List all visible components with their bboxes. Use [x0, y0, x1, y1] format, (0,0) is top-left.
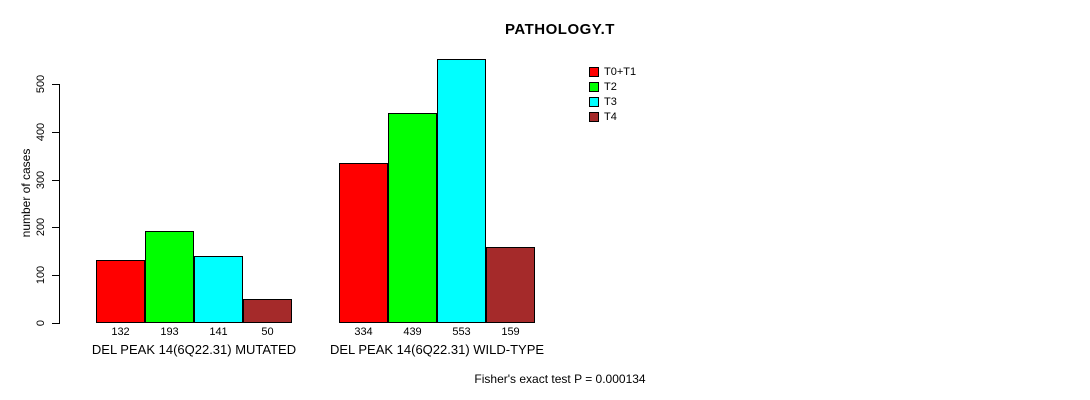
y-tick-mark — [52, 84, 59, 85]
legend-swatch-t3 — [589, 97, 599, 107]
bar-value-label: 553 — [452, 326, 471, 338]
y-tick-label: 0 — [35, 319, 47, 327]
y-tick-label: 400 — [35, 122, 47, 141]
bar-value-label: 141 — [209, 326, 228, 338]
group-label-group1: DEL PEAK 14(6Q22.31) MUTATED — [91, 342, 297, 357]
y-tick-label: 300 — [35, 170, 47, 189]
bar-value-label: 159 — [501, 326, 520, 338]
y-tick-label: 100 — [35, 266, 47, 285]
y-tick-mark — [52, 323, 59, 324]
legend-swatch-t2 — [589, 82, 599, 92]
bar-value-label: 334 — [354, 326, 373, 338]
y-axis-label: number of cases — [19, 148, 33, 238]
bar-t4-group1 — [243, 299, 292, 323]
bar-t3-group2 — [437, 59, 486, 323]
y-tick-mark — [52, 131, 59, 133]
fisher-test-annotation: Fisher's exact test P = 0.000134 — [474, 372, 646, 386]
bar-t2-group1 — [145, 231, 194, 323]
bar-t4-group2 — [486, 247, 535, 323]
bar-t0-t1-group2 — [339, 163, 388, 323]
legend-label-t2: T2 — [604, 81, 617, 93]
legend-swatch-t0-t1 — [589, 67, 599, 77]
bar-t2-group2 — [388, 113, 437, 323]
legend-label-t3: T3 — [604, 96, 617, 108]
bar-value-label: 50 — [261, 326, 274, 338]
y-tick-mark — [52, 227, 59, 229]
y-axis-line — [59, 84, 60, 324]
legend-label-t0-t1: T0+T1 — [604, 66, 637, 78]
legend-swatch-t4 — [589, 112, 599, 122]
bar-value-label: 439 — [403, 326, 422, 338]
bar-value-label: 193 — [160, 326, 179, 338]
bar-value-label: 132 — [111, 326, 130, 338]
y-tick-label: 500 — [35, 74, 47, 94]
y-tick-label: 200 — [35, 218, 47, 237]
bar-t0-t1-group1 — [96, 260, 145, 323]
y-tick-mark — [52, 275, 59, 277]
y-tick-mark — [52, 179, 59, 181]
bar-t3-group1 — [194, 256, 243, 323]
group-label-group2: DEL PEAK 14(6Q22.31) WILD-TYPE — [329, 342, 545, 357]
legend-label-t4: T4 — [604, 111, 617, 123]
chart-title: PATHOLOGY.T — [505, 21, 615, 38]
